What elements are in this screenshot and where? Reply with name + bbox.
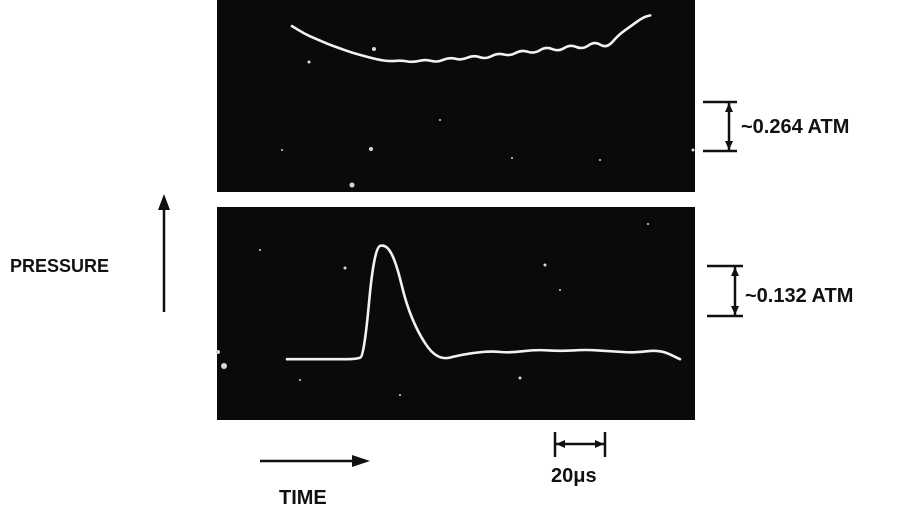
- upper-pressure-scale-bar: [703, 100, 737, 153]
- upper-pressure-trace: [290, 14, 652, 64]
- upper-trace-screen: [217, 0, 695, 192]
- upper-pressure-scale-label: ~0.264 ATM: [741, 116, 849, 138]
- upper-scale-arrowhead-top: [725, 103, 733, 112]
- lower-pressure-scale-label: ~0.132 ATM: [745, 285, 853, 307]
- pressure-axis-label: PRESSURE: [10, 256, 109, 276]
- time-scale-arrowhead-left: [556, 440, 565, 448]
- lower-pressure-trace: [285, 244, 682, 361]
- time-scale-arrowhead-right: [595, 440, 604, 448]
- lower-trace-screen: [217, 207, 695, 420]
- lower-scale-arrowhead-top: [731, 267, 739, 276]
- time-axis-arrowhead: [352, 455, 370, 467]
- upper-screen-specks: [281, 47, 695, 188]
- lower-scale-arrowhead-bottom: [731, 306, 739, 315]
- upper-scale-arrowhead-bottom: [725, 141, 733, 150]
- pressure-axis-arrowhead: [158, 194, 170, 210]
- lower-screen-specks: [216, 223, 649, 396]
- time-scale-label: 20μs: [551, 465, 597, 487]
- time-axis-label: TIME: [279, 487, 327, 509]
